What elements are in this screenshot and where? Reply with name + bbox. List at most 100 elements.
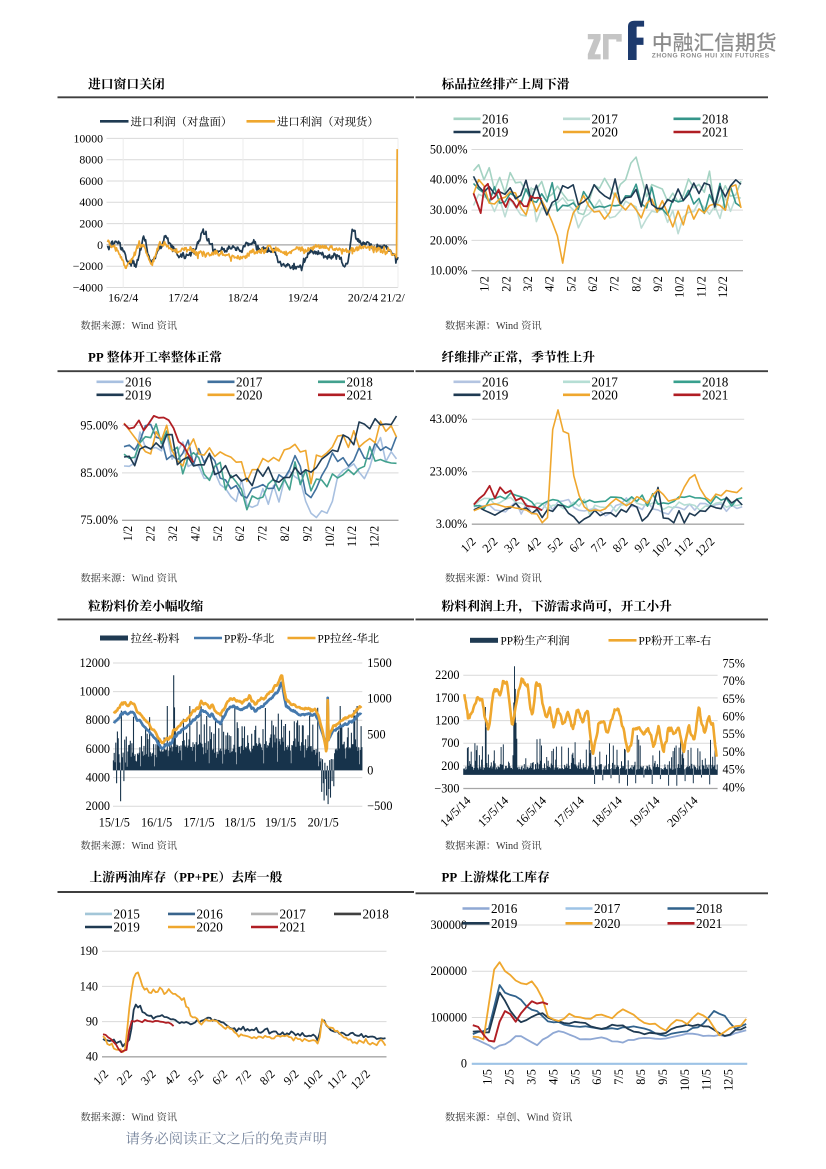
svg-text:2021: 2021: [696, 916, 722, 931]
svg-text:15/1/5: 15/1/5: [99, 816, 130, 830]
svg-text:45%: 45%: [723, 763, 745, 777]
svg-text:10.00%: 10.00%: [430, 264, 468, 278]
svg-text:2016: 2016: [482, 374, 509, 389]
svg-text:2019: 2019: [114, 920, 141, 935]
svg-text:-: -: [696, 636, 700, 648]
svg-text:4000: 4000: [79, 195, 103, 209]
svg-text:11/2: 11/2: [345, 526, 359, 547]
svg-text:75.00%: 75.00%: [80, 513, 118, 527]
svg-text:−500: −500: [367, 799, 392, 813]
svg-text:8/5: 8/5: [634, 1069, 648, 1085]
svg-text:100000: 100000: [430, 1010, 467, 1024]
svg-text:18/1/5: 18/1/5: [224, 816, 255, 830]
svg-text:8/2: 8/2: [629, 276, 643, 292]
svg-text:12/2: 12/2: [716, 276, 730, 298]
svg-text:10/2: 10/2: [649, 534, 674, 559]
svg-text:2018: 2018: [347, 374, 374, 389]
svg-text:Wind: Wind: [132, 1113, 157, 1124]
svg-text:12/5: 12/5: [722, 1069, 736, 1091]
svg-text:2015: 2015: [114, 906, 141, 921]
svg-text:50.00%: 50.00%: [430, 142, 468, 156]
svg-text:2016: 2016: [197, 906, 224, 921]
svg-text:17/2/4: 17/2/4: [168, 291, 198, 305]
svg-text:7/5: 7/5: [612, 1069, 626, 1085]
svg-text:2017: 2017: [236, 374, 263, 389]
svg-text:75%: 75%: [723, 656, 745, 670]
svg-text:2019: 2019: [482, 125, 509, 140]
svg-text:Wind: Wind: [496, 321, 521, 332]
svg-text:6/2: 6/2: [233, 526, 247, 542]
svg-text:4/2: 4/2: [188, 526, 202, 542]
svg-text:2016: 2016: [125, 374, 152, 389]
svg-text:−300: −300: [434, 781, 459, 795]
svg-text:9/2: 9/2: [281, 1067, 302, 1088]
svg-text:8/2: 8/2: [278, 526, 292, 542]
svg-text:21/2/: 21/2/: [381, 291, 406, 305]
svg-text:500: 500: [367, 728, 385, 742]
svg-text:1/2: 1/2: [458, 534, 479, 555]
svg-text:2000: 2000: [86, 799, 110, 813]
svg-text:2017: 2017: [594, 901, 621, 916]
svg-text:6000: 6000: [86, 742, 110, 756]
svg-text:2018: 2018: [363, 906, 390, 921]
svg-text:19/2/4: 19/2/4: [288, 291, 318, 305]
svg-text:3/2: 3/2: [138, 1067, 159, 1088]
svg-text:-: -: [153, 633, 157, 645]
svg-text:23.00%: 23.00%: [430, 465, 468, 479]
svg-text:12/2: 12/2: [692, 534, 717, 559]
svg-text:6/2: 6/2: [586, 276, 600, 292]
svg-text:3/5: 3/5: [525, 1069, 539, 1085]
svg-text:20/1/5: 20/1/5: [308, 816, 339, 830]
svg-text:17/1/5: 17/1/5: [183, 816, 214, 830]
svg-text:90: 90: [86, 1015, 98, 1029]
svg-text:11/5: 11/5: [700, 1069, 714, 1090]
svg-text:140: 140: [80, 979, 98, 993]
svg-text:2021: 2021: [702, 125, 728, 140]
svg-text:2/2: 2/2: [144, 526, 158, 542]
svg-text:10/2: 10/2: [323, 526, 337, 548]
svg-text:40.00%: 40.00%: [430, 173, 468, 187]
svg-text:Wind: Wind: [132, 574, 157, 585]
svg-text:2018: 2018: [702, 374, 729, 389]
svg-text:14/5/14: 14/5/14: [437, 794, 473, 830]
svg-text:4/2: 4/2: [162, 1067, 183, 1088]
svg-text:0: 0: [367, 763, 373, 777]
svg-text:2/2: 2/2: [114, 1067, 135, 1088]
svg-text:Wind: Wind: [527, 1113, 552, 1124]
svg-text:−4000: −4000: [73, 280, 103, 294]
svg-text:8/2: 8/2: [610, 534, 631, 555]
svg-text:190: 190: [80, 944, 98, 958]
svg-text:Wind: Wind: [132, 321, 157, 332]
svg-text:60%: 60%: [723, 710, 745, 724]
svg-text:5/2: 5/2: [211, 526, 225, 542]
svg-text:12/2: 12/2: [368, 526, 382, 548]
svg-text:9/2: 9/2: [651, 276, 665, 292]
svg-text:Wind: Wind: [496, 841, 521, 852]
svg-text:2020: 2020: [236, 387, 263, 402]
svg-text:43.00%: 43.00%: [430, 412, 468, 426]
svg-text:20/5/14: 20/5/14: [664, 794, 700, 830]
svg-text:8000: 8000: [79, 153, 103, 167]
svg-text:7/2: 7/2: [588, 534, 609, 555]
svg-text:2020: 2020: [592, 125, 619, 140]
svg-text:PP+PE: PP+PE: [179, 871, 218, 885]
svg-text:12000: 12000: [80, 656, 110, 670]
svg-text:-: -: [248, 633, 252, 645]
svg-text:200: 200: [441, 759, 459, 773]
svg-text:8/2: 8/2: [257, 1067, 278, 1088]
svg-text:2021: 2021: [347, 387, 373, 402]
svg-text:6/5: 6/5: [590, 1069, 604, 1085]
svg-text:3/2: 3/2: [501, 534, 522, 555]
svg-text:20/2/4: 20/2/4: [348, 291, 378, 305]
svg-text:Wind: Wind: [132, 841, 157, 852]
svg-text:2021: 2021: [280, 920, 306, 935]
svg-text:Wind: Wind: [496, 574, 521, 585]
svg-text:18/2/4: 18/2/4: [228, 291, 258, 305]
svg-text:PP: PP: [639, 636, 652, 648]
svg-text:700: 700: [441, 736, 459, 750]
svg-text:2019: 2019: [482, 387, 509, 402]
svg-text:10/5: 10/5: [678, 1069, 692, 1091]
svg-text:85.00%: 85.00%: [80, 466, 118, 480]
svg-text:9/2: 9/2: [631, 534, 652, 555]
svg-text:1000: 1000: [367, 692, 391, 706]
